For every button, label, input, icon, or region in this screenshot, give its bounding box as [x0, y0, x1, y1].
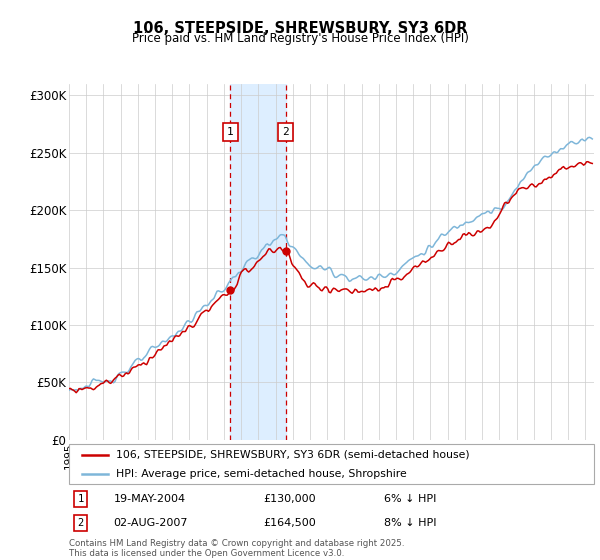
Text: Contains HM Land Registry data © Crown copyright and database right 2025.
This d: Contains HM Land Registry data © Crown c…	[69, 539, 404, 558]
Text: 106, STEEPSIDE, SHREWSBURY, SY3 6DR (semi-detached house): 106, STEEPSIDE, SHREWSBURY, SY3 6DR (sem…	[116, 450, 470, 460]
Text: 02-AUG-2007: 02-AUG-2007	[113, 519, 188, 528]
Text: £130,000: £130,000	[263, 494, 316, 504]
Text: Price paid vs. HM Land Registry's House Price Index (HPI): Price paid vs. HM Land Registry's House …	[131, 32, 469, 45]
Text: HPI: Average price, semi-detached house, Shropshire: HPI: Average price, semi-detached house,…	[116, 469, 407, 478]
Text: 19-MAY-2004: 19-MAY-2004	[113, 494, 186, 504]
Text: 1: 1	[227, 127, 234, 137]
Text: 106, STEEPSIDE, SHREWSBURY, SY3 6DR: 106, STEEPSIDE, SHREWSBURY, SY3 6DR	[133, 21, 467, 36]
Text: 2: 2	[77, 519, 83, 528]
Text: 1: 1	[77, 494, 83, 504]
FancyBboxPatch shape	[69, 444, 594, 484]
Text: 6% ↓ HPI: 6% ↓ HPI	[384, 494, 436, 504]
Text: £164,500: £164,500	[263, 519, 316, 528]
Text: 2: 2	[282, 127, 289, 137]
Bar	[230, 84, 286, 440]
Text: 8% ↓ HPI: 8% ↓ HPI	[384, 519, 437, 528]
